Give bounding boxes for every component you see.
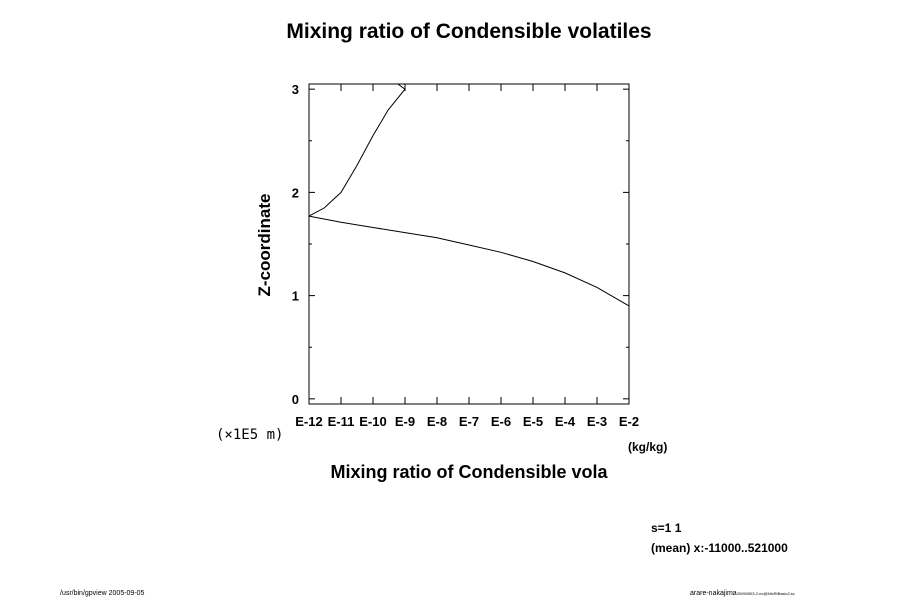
- x-tick-label: E-12: [295, 414, 322, 429]
- chart-title: Mixing ratio of Condensible volatiles: [286, 20, 651, 43]
- axis-ticks: [308, 84, 630, 404]
- footer-author: arare-nakajima20050903-2.nc@MixRtBasic2,…: [690, 590, 795, 597]
- plot-frame: [308, 83, 630, 405]
- footer-source: 20050903-2.nc@MixRtBasic2,sc: [737, 591, 795, 596]
- x-tick-label: E-11: [328, 414, 355, 429]
- footer-author-name: arare-nakajima: [690, 590, 737, 597]
- stats-line-2: (mean) x:-11000..521000: [651, 541, 788, 555]
- data-series: [308, 83, 630, 307]
- x-tick-label: E-2: [619, 414, 639, 429]
- x-tick-label: E-3: [587, 414, 607, 429]
- y-axis-units: (×1E5 m): [216, 427, 283, 443]
- footer-command: /usr/bin/gpview 2005-09-05: [60, 590, 145, 597]
- y-tick-labels: 0 1 2 3: [292, 82, 299, 407]
- stats-line-1: s=1 1: [651, 521, 682, 535]
- x-tick-label: E-6: [491, 414, 511, 429]
- y-tick-label: 3: [292, 82, 299, 97]
- y-axis-label: Z-coordinate: [255, 194, 274, 297]
- x-tick-label: E-8: [427, 414, 447, 429]
- series-line-1: [308, 83, 406, 217]
- x-tick-label: E-9: [395, 414, 415, 429]
- x-axis-label: Mixing ratio of Condensible vola: [330, 462, 608, 482]
- x-tick-labels: E-12 E-11 E-10 E-9 E-8 E-7 E-6 E-5 E-4 E-3 E-2: [295, 414, 639, 429]
- x-axis-units: (kg/kg): [628, 440, 667, 454]
- x-tick-label: E-5: [523, 414, 543, 429]
- y-tick-label: 1: [292, 289, 299, 304]
- y-tick-label: 2: [292, 185, 299, 200]
- x-tick-label: E-4: [555, 414, 576, 429]
- series-line-2: [308, 215, 630, 307]
- x-tick-label: E-10: [359, 414, 386, 429]
- y-tick-label: 0: [292, 392, 299, 407]
- x-tick-label: E-7: [459, 414, 479, 429]
